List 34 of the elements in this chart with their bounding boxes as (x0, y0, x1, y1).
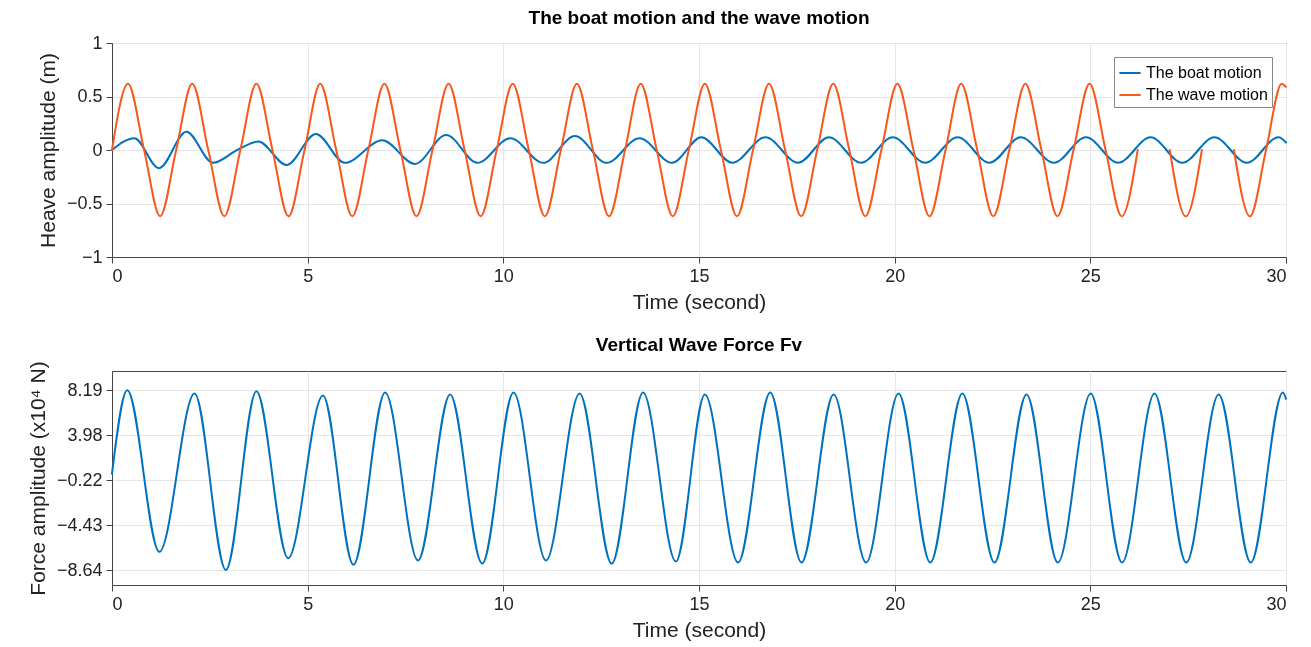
y-tick-label: 0 (92, 139, 103, 160)
x-tick-label: 10 (493, 265, 514, 286)
line-series (111, 130, 1287, 170)
legend-label: The boat motion (1146, 64, 1262, 81)
x-tick-label: 5 (303, 265, 314, 286)
x-tick-label: 20 (885, 265, 906, 286)
y-tick-label: 3.98 (67, 424, 103, 445)
y-axis-title: Force amplitude (x10⁴ N) (25, 361, 49, 596)
chart-title: Vertical Wave Force Fv (595, 333, 803, 355)
line-series (111, 389, 1287, 572)
x-tick-label: 5 (303, 593, 314, 614)
x-tick-label: 10 (493, 593, 514, 614)
y-tick-label: 0.5 (77, 86, 103, 106)
x-tick-label: 25 (1080, 593, 1101, 614)
x-tick-label: 0 (112, 265, 123, 286)
y-tick-label: 8.19 (67, 379, 103, 400)
y-axis-title: Heave amplitude (m) (35, 53, 59, 248)
chart-title: The boat motion and the wave motion (528, 7, 870, 28)
y-tick-label: −8.64 (56, 559, 103, 580)
y-tick-label: −4.43 (56, 514, 103, 535)
x-axis-title: Time (second) (632, 289, 767, 313)
y-tick-label: −0.22 (56, 469, 103, 490)
legend-label: The wave motion (1146, 86, 1268, 103)
x-tick-label: 15 (689, 265, 710, 286)
y-tick-label: −1 (81, 246, 103, 267)
y-tick-label: −0.5 (66, 193, 103, 213)
x-axis-title: Time (second) (632, 617, 767, 641)
x-tick-label: 0 (112, 593, 123, 614)
x-tick-label: 30 (1266, 265, 1287, 286)
x-tick-label: 30 (1266, 593, 1287, 614)
y-tick-label: 1 (92, 32, 103, 53)
x-tick-label: 20 (885, 593, 906, 614)
x-tick-label: 25 (1080, 265, 1101, 286)
x-tick-label: 15 (689, 593, 710, 614)
